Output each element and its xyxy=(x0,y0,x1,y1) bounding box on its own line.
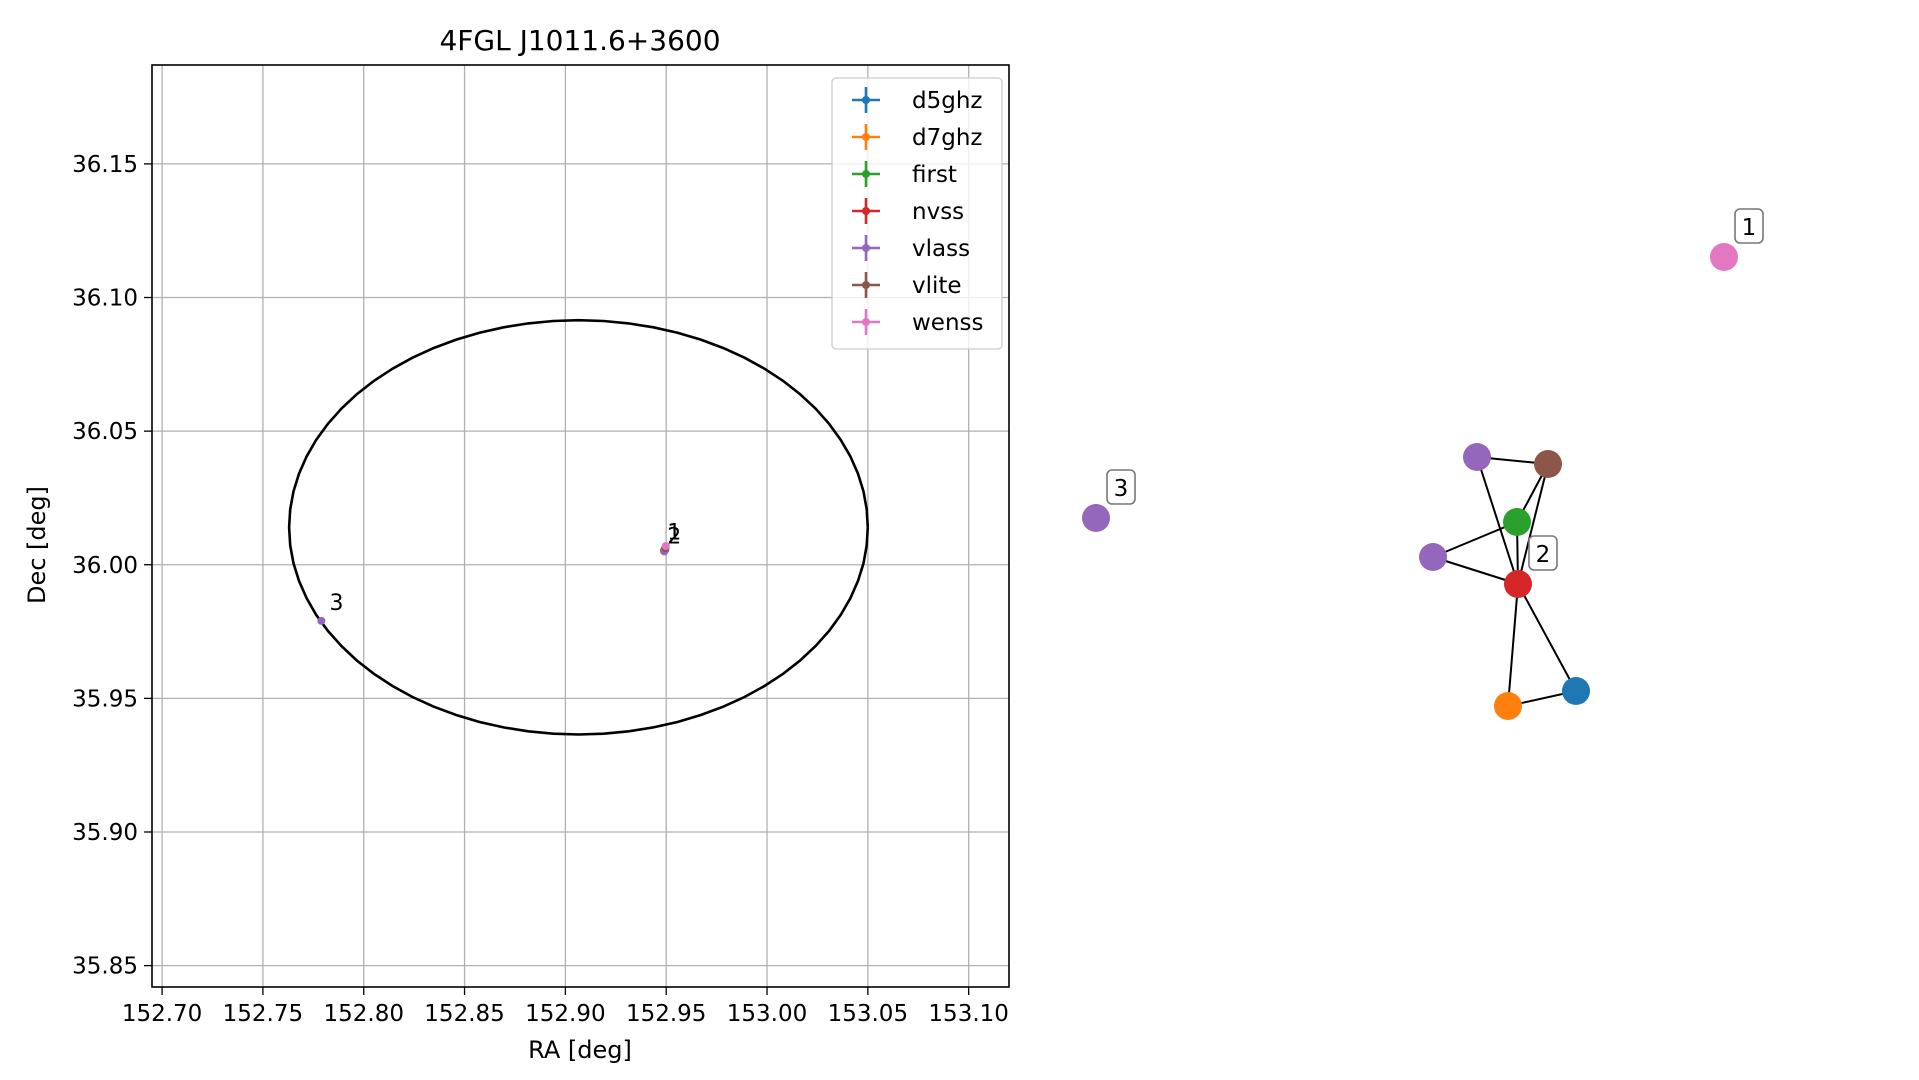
y-tick-label: 35.95 xyxy=(72,686,138,712)
network-labels: 1 3 2 xyxy=(1106,208,1764,571)
point-wenss xyxy=(661,542,670,551)
legend-label-d7ghz: d7ghz xyxy=(912,125,982,151)
network-label-text: 3 xyxy=(1114,476,1129,502)
chart-title: 4FGL J1011.6+3600 xyxy=(439,24,720,57)
scatter-points xyxy=(317,542,670,625)
network-label-box xyxy=(1528,535,1558,571)
network-label-text: 2 xyxy=(1536,542,1551,568)
network-label-box xyxy=(1734,208,1764,244)
scatter-plot-area: 12 3 152.70 152.75 152.80 152.85 152.90 152.95… xyxy=(72,64,1010,1027)
network-label-box xyxy=(1106,469,1136,505)
point-vlass xyxy=(317,616,326,625)
network-edge xyxy=(1517,463,1549,585)
network-node-first xyxy=(1503,508,1531,536)
legend-marker-dot xyxy=(862,244,870,252)
y-axis-label: Dec [deg] xyxy=(23,486,51,604)
legend-label-nvss: nvss xyxy=(912,199,964,225)
legend-box xyxy=(831,77,1003,350)
x-axis-label: RA [deg] xyxy=(528,1036,632,1064)
y-tick-label: 36.10 xyxy=(72,286,138,312)
scatter-annotations: 12 3 xyxy=(329,520,681,616)
x-tick-label: 153.05 xyxy=(828,1001,908,1027)
x-tick-label: 152.75 xyxy=(223,1001,303,1027)
network-edge xyxy=(1517,583,1577,692)
y-tick-label: 35.90 xyxy=(72,820,138,846)
legend-marker-dot xyxy=(862,281,870,289)
plot-frame xyxy=(151,64,1010,988)
legend-label-vlite: vlite xyxy=(912,273,962,299)
x-tick-label: 152.90 xyxy=(525,1001,605,1027)
network-edge xyxy=(1432,556,1519,585)
x-tick-label: 152.95 xyxy=(626,1001,706,1027)
ellipse-layer xyxy=(287,318,870,736)
legend-label-vlass: vlass xyxy=(912,236,970,262)
network-node-vlite xyxy=(1534,450,1562,478)
network-node-nvss xyxy=(1504,570,1532,598)
network-edge xyxy=(1507,583,1519,707)
network-node-wenss-1 xyxy=(1710,243,1738,271)
legend-label-wenss: wenss xyxy=(912,310,984,336)
x-tick-label: 153.10 xyxy=(928,1001,1008,1027)
y-ticks: 35.85 35.90 35.95 36.00 36.05 36.10 36.15 xyxy=(72,152,152,980)
point-annotation: 3 xyxy=(329,591,343,616)
localization-ellipse xyxy=(287,318,870,736)
x-tick-label: 153.00 xyxy=(727,1001,807,1027)
y-tick-label: 36.00 xyxy=(72,553,138,579)
network-edge xyxy=(1432,521,1518,558)
legend-marker-dot xyxy=(862,207,870,215)
x-tick-label: 152.70 xyxy=(122,1001,202,1027)
network-label-text: 1 xyxy=(1742,215,1757,241)
x-ticks: 152.70 152.75 152.80 152.85 152.90 152.95 153.… xyxy=(122,987,1009,1027)
legend-marker-dot xyxy=(862,133,870,141)
y-tick-label: 35.85 xyxy=(72,954,138,980)
legend-marker-dot xyxy=(862,318,870,326)
network-edge xyxy=(1476,456,1519,585)
point-annotation: 1 xyxy=(667,520,681,545)
legend-marker-dot xyxy=(862,96,870,104)
point-annotation: 2 xyxy=(667,524,681,549)
network-nodes xyxy=(1082,243,1738,720)
network-node-d7ghz xyxy=(1494,692,1522,720)
network-node-vlass-b xyxy=(1419,543,1447,571)
x-tick-label: 152.80 xyxy=(323,1001,403,1027)
network-node-d5ghz xyxy=(1562,677,1590,705)
y-tick-label: 36.15 xyxy=(72,152,138,178)
network-node-vlass-a xyxy=(1463,443,1491,471)
network-graph: 1 3 2 xyxy=(1082,208,1764,720)
legend-label-first: first xyxy=(912,162,957,188)
legend: d5ghz d7ghz first nvss vlass vlite wenss xyxy=(831,77,1003,350)
y-tick-label: 36.05 xyxy=(72,419,138,445)
network-node-vlass-3 xyxy=(1082,504,1110,532)
legend-label-d5ghz: d5ghz xyxy=(912,88,982,114)
legend-marker-dot xyxy=(862,170,870,178)
x-tick-label: 152.85 xyxy=(424,1001,504,1027)
